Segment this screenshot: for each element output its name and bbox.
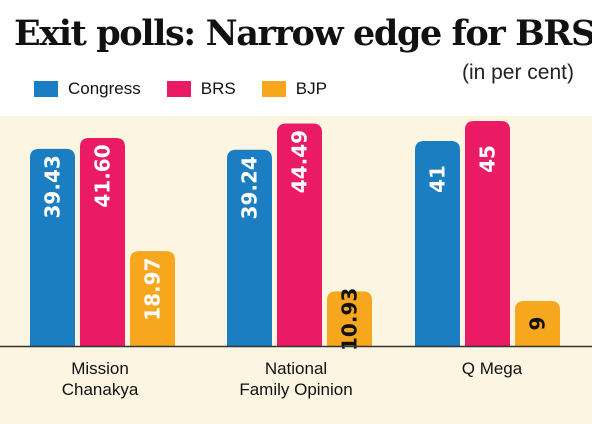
x-tick-line: Q Mega: [461, 359, 523, 378]
x-tick-mission-chanakya: Mission Chanakya: [10, 358, 190, 400]
data-label-brs-national-family-opinion: 44.49: [288, 130, 312, 193]
legend-swatch-congress: [34, 81, 58, 97]
bar-group-bjp-national-family-opinion: 10.93: [327, 288, 372, 351]
data-label-bjp-mission-chanakya: 18.97: [141, 258, 165, 321]
bar-congress-q-mega: [415, 141, 460, 346]
bar-group-bjp-mission-chanakya: 18.97: [130, 251, 175, 346]
x-tick-line: Chanakya: [61, 380, 139, 399]
x-tick-line: National: [264, 359, 328, 378]
bar-group-brs-national-family-opinion: 44.49: [277, 123, 322, 346]
data-label-bjp-national-family-opinion: 10.93: [338, 288, 362, 351]
bar-group-brs-mission-chanakya: 41.60: [80, 138, 125, 346]
x-tick-q-mega: Q Mega: [402, 358, 582, 379]
bar-brs-national-family-opinion: [277, 123, 322, 346]
legend-swatch-brs: [166, 81, 191, 97]
x-tick-line: Mission: [71, 359, 129, 378]
legend-label-congress: Congress: [68, 79, 141, 98]
bar-bjp-q-mega: [515, 301, 560, 346]
bar-brs-q-mega: [465, 121, 510, 346]
bar-group-congress-mission-chanakya: 39.43: [30, 148, 75, 346]
legend-label-bjp: BJP: [295, 79, 327, 98]
legend-item-brs: BRS: [166, 79, 236, 99]
data-label-congress-national-family-opinion: 39.24: [238, 156, 262, 219]
legend-item-congress: Congress: [34, 79, 141, 99]
bar-bjp-national-family-opinion: [327, 291, 372, 346]
bar-congress-mission-chanakya: [30, 148, 75, 346]
bar-group-congress-national-family-opinion: 39.24: [227, 149, 272, 346]
x-tick-line: Family Opinion: [239, 380, 353, 399]
legend-swatch-bjp: [261, 81, 286, 97]
data-label-congress-q-mega: 41: [426, 165, 450, 193]
bar-bjp-mission-chanakya: [130, 251, 175, 346]
bar-group-congress-q-mega: 41: [415, 141, 460, 346]
bar-congress-national-family-opinion: [227, 149, 272, 346]
bar-group-brs-q-mega: 45: [465, 121, 510, 346]
data-label-congress-mission-chanakya: 39.43: [41, 155, 65, 218]
data-label-brs-mission-chanakya: 41.60: [91, 144, 115, 207]
chart-header: Exit polls: Narrow edge for BRS (in per …: [0, 0, 592, 116]
legend-item-bjp: BJP: [261, 79, 327, 99]
bar-brs-mission-chanakya: [80, 138, 125, 346]
chart-legend: Congress BRS BJP: [34, 76, 353, 102]
data-label-bjp-q-mega: 9: [526, 317, 550, 331]
chart-title: Exit polls: Narrow edge for BRS: [14, 13, 592, 54]
legend-label-brs: BRS: [200, 79, 236, 98]
bar-group-bjp-q-mega: 9: [515, 301, 560, 346]
data-label-brs-q-mega: 45: [476, 145, 500, 173]
chart-subtitle: (in per cent): [461, 61, 574, 84]
x-tick-national-family-opinion: National Family Opinion: [206, 358, 386, 400]
